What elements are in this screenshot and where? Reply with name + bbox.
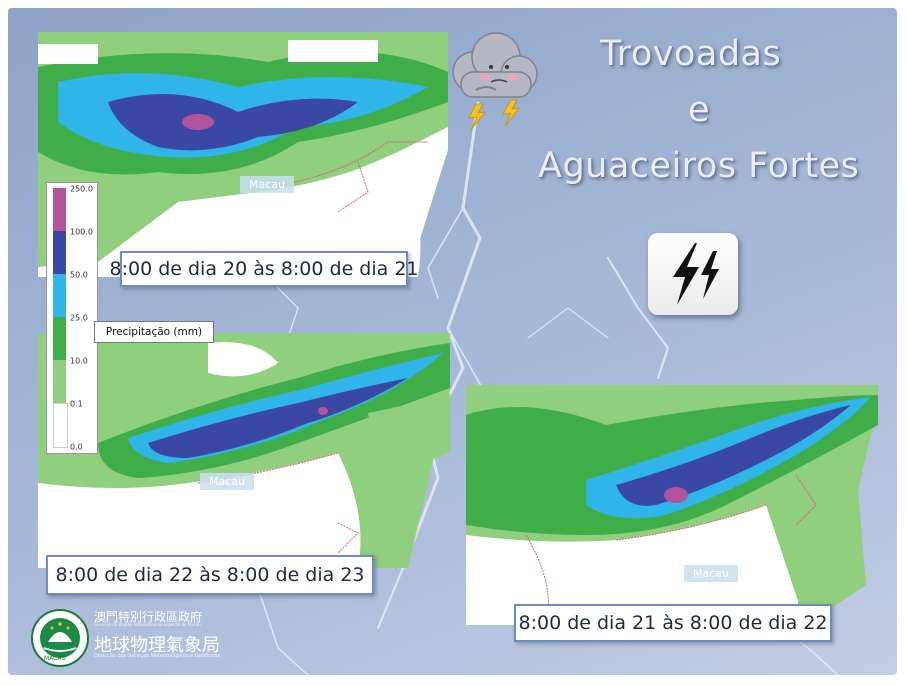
legend-swatch-250 [53, 188, 66, 231]
legend-title: Precipitação (mm) [94, 321, 214, 343]
legend-swatch-10 [53, 360, 66, 403]
macau-label-2: Macau [200, 473, 254, 490]
rainfall-map-2 [38, 333, 450, 568]
macau-label-3: Macau [684, 565, 738, 582]
storm-cloud-icon [452, 32, 538, 131]
legend-tick: 0.1 [70, 399, 83, 409]
org-name-pt-1: Governo da Região Administrativa Especia… [94, 622, 201, 627]
poster: Trovoadas e Aguaceiros Fortes [8, 8, 897, 675]
legend-tick: 250.0 [70, 184, 93, 194]
title-line-2: e [688, 90, 711, 130]
rainfall-map-3 [466, 385, 878, 625]
legend-swatch-50 [53, 274, 66, 317]
title-line-3: Aguaceiros Fortes [538, 146, 860, 186]
panel-3-caption: 8:00 de dia 21 às 8:00 de dia 22 [514, 604, 832, 642]
logo-text: MACAU [44, 655, 66, 662]
legend-tick: 0.0 [70, 442, 83, 452]
rainfall-map-1 [38, 32, 448, 277]
legend-swatch-0 [53, 403, 68, 448]
legend-swatch-100 [53, 231, 66, 274]
smg-logo-icon: MACAU [30, 608, 90, 668]
thunder-icon [673, 243, 719, 305]
legend-swatch-25 [53, 317, 66, 360]
org-name-zh-2: 地球物理氣象局 [94, 635, 220, 656]
precipitation-legend: 250.0 100.0 50.0 25.0 10.0 0.1 0.0 [46, 182, 98, 454]
legend-tick: 25.0 [70, 313, 88, 323]
panel-2-caption: 8:00 de dia 22 às 8:00 de dia 23 [46, 555, 374, 595]
legend-tick: 10.0 [70, 356, 88, 366]
org-name-pt-2: Direcção dos Serviços Meteorológicos e G… [94, 653, 221, 659]
panel-1-caption: 8:00 de dia 20 às 8:00 de dia 21 [110, 251, 419, 287]
title-line-1: Trovoadas [600, 34, 782, 74]
thunder-icon-tile [648, 233, 738, 315]
legend-tick: 50.0 [70, 270, 88, 280]
legend-tick: 100.0 [70, 227, 93, 237]
org-name-zh-1: 澳門特別行政區政府 [94, 610, 203, 624]
macau-label-1: Macau [240, 176, 294, 193]
